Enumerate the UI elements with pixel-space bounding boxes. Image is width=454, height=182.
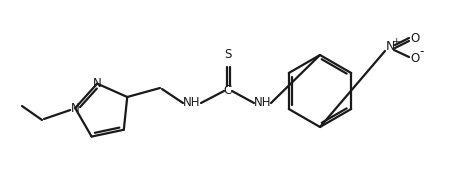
- Text: NH: NH: [254, 96, 272, 110]
- Text: -: -: [420, 46, 424, 58]
- Text: N: N: [71, 102, 79, 115]
- Text: NH: NH: [183, 96, 201, 110]
- Text: N: N: [385, 39, 395, 52]
- Text: N: N: [93, 77, 102, 90]
- Text: O: O: [410, 33, 419, 46]
- Text: S: S: [224, 48, 232, 62]
- Text: +: +: [392, 37, 399, 46]
- Text: O: O: [410, 52, 419, 64]
- Text: C: C: [224, 84, 232, 98]
